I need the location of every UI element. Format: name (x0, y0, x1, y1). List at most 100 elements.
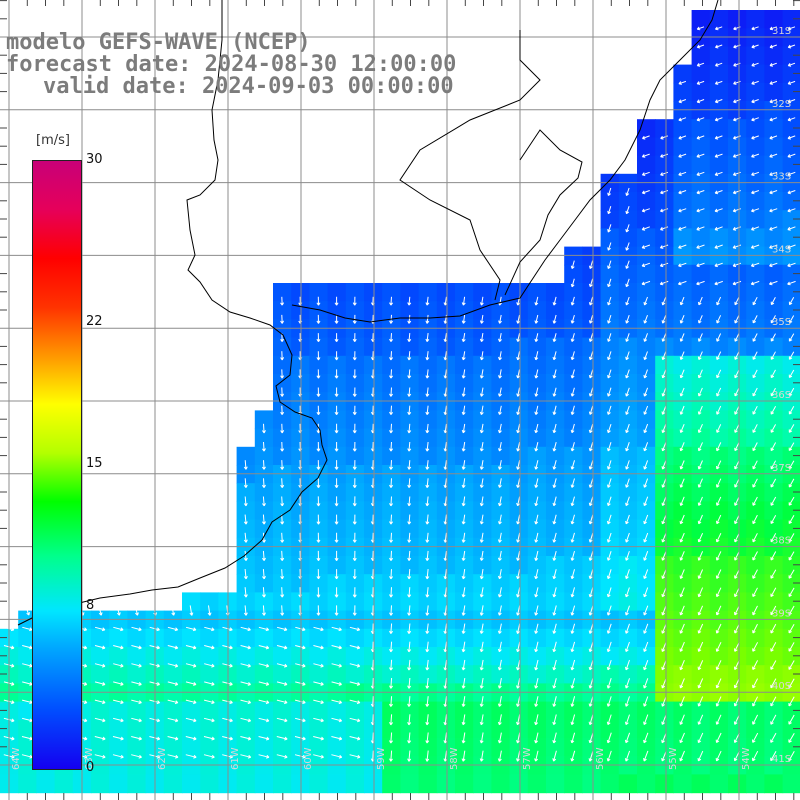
wind-speed-cell (327, 610, 347, 630)
wind-arrow (331, 699, 343, 705)
wind-arrow (498, 478, 502, 488)
wind-speed-cell (382, 337, 401, 357)
wind-speed-cell (746, 246, 765, 266)
wind-speed-cell (236, 519, 256, 539)
wind-speed-cell (91, 719, 110, 739)
wind-arrow (131, 663, 142, 668)
wind-speed-cell (345, 301, 365, 320)
wind-arrow (606, 696, 612, 707)
wind-arrow (407, 478, 412, 488)
wind-arrow (770, 623, 777, 634)
wind-arrow (407, 569, 412, 580)
wind-arrow (661, 351, 667, 361)
wind-arrow (752, 369, 758, 379)
wind-speed-cell (673, 355, 693, 375)
wind-speed-cell (764, 46, 784, 66)
wind-speed-cell (491, 501, 511, 521)
wind-speed-cell (527, 647, 547, 666)
wind-arrow (697, 369, 703, 379)
wind-speed-cell (728, 155, 747, 175)
wind-speed-cell (709, 592, 729, 612)
wind-arrow (643, 732, 649, 744)
wind-speed-cell (709, 173, 729, 193)
wind-arrow (641, 153, 650, 158)
wind-arrow (334, 514, 339, 525)
wind-arrow (643, 750, 649, 762)
wind-speed-cell (491, 701, 511, 721)
wind-speed-cell (673, 446, 693, 466)
wind-speed-cell (764, 210, 784, 229)
wind-arrow (262, 569, 266, 580)
wind-arrow (479, 732, 484, 744)
wind-speed-cell (564, 301, 583, 320)
wind-speed-cell (345, 410, 365, 430)
wind-arrow (552, 496, 557, 507)
wind-arrow (752, 587, 758, 598)
wind-speed-cell (782, 610, 800, 630)
wind-arrow (678, 99, 687, 104)
wind-arrow (389, 460, 394, 470)
wind-arrow (407, 296, 412, 306)
wind-speed-cell (546, 537, 565, 557)
wind-speed-cell (673, 519, 693, 539)
wind-arrow (788, 605, 795, 616)
wind-speed-cell (782, 355, 800, 375)
wind-speed-cell (637, 137, 656, 157)
wind-arrow (294, 717, 306, 723)
wind-arrow (734, 496, 740, 506)
wind-speed-cell (491, 519, 511, 539)
wind-arrow (22, 681, 33, 686)
wind-arrow (679, 351, 685, 361)
wind-speed-cell (582, 756, 602, 775)
wind-speed-cell (382, 446, 401, 466)
wind-speed-cell (728, 246, 747, 266)
wind-speed-cell (691, 246, 711, 266)
wind-arrow (131, 717, 142, 723)
wind-speed-cell (728, 28, 747, 47)
wind-speed-cell (200, 592, 219, 612)
wind-speed-cell (564, 610, 583, 630)
wind-speed-cell (182, 592, 201, 612)
wind-speed-cell (691, 574, 711, 593)
wind-speed-cell (309, 519, 329, 539)
wind-arrow (167, 717, 179, 723)
wind-arrow (552, 296, 557, 306)
wind-speed-cell (473, 319, 492, 339)
wind-arrow (389, 351, 394, 361)
wind-arrow (607, 296, 612, 306)
wind-speed-cell (618, 701, 638, 721)
wind-speed-cell (673, 501, 693, 521)
wind-arrow (407, 732, 412, 744)
wind-arrow (752, 569, 758, 579)
wind-speed-cell (618, 628, 638, 648)
wind-speed-cell (364, 574, 383, 593)
wind-arrow (607, 405, 612, 415)
wind-arrow (204, 681, 215, 686)
wind-arrow (679, 387, 685, 397)
wind-arrow (625, 478, 630, 488)
wind-speed-cell (546, 428, 565, 448)
wind-arrow (787, 44, 796, 49)
wind-speed-cell (418, 610, 438, 630)
wind-speed-cell (418, 483, 438, 502)
wind-arrow (461, 678, 466, 689)
wind-speed-cell (691, 446, 711, 466)
wind-arrow (425, 587, 430, 598)
wind-speed-cell (509, 719, 529, 739)
wind-arrow (770, 424, 777, 433)
wind-arrow (679, 478, 685, 488)
wind-arrow (570, 750, 576, 762)
wind-arrow (661, 405, 667, 415)
wind-arrow (588, 460, 594, 470)
wind-speed-cell (764, 446, 784, 466)
wind-speed-cell (436, 410, 456, 430)
wind-speed-cell (200, 756, 219, 775)
wind-speed-cell (546, 301, 565, 320)
wind-speed-cell (764, 701, 784, 721)
wind-speed-cell (564, 647, 583, 666)
wind-arrow (295, 645, 306, 650)
wind-arrow (294, 699, 306, 705)
wind-arrow (534, 460, 539, 470)
wind-arrow (642, 135, 650, 140)
wind-arrow (94, 754, 106, 759)
